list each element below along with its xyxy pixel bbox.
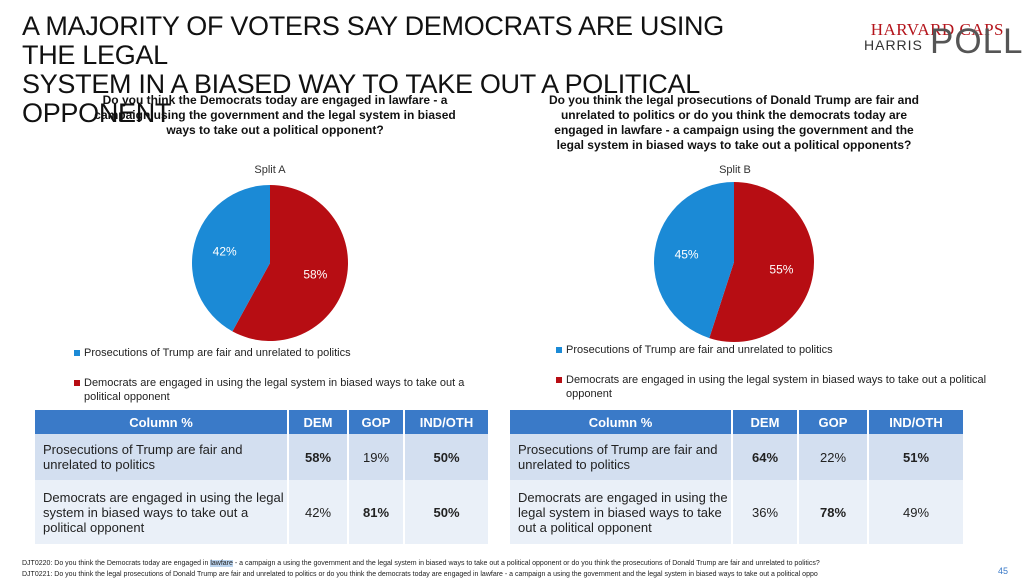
row-label: Prosecutions of Trump are fair and unrel… <box>510 434 733 480</box>
question-split-b: Do you think the legal prosecutions of D… <box>548 93 920 152</box>
table-row: Prosecutions of Trump are fair and unrel… <box>510 434 963 480</box>
legend-swatch-red <box>74 380 80 386</box>
header-column-pct: Column % <box>35 410 289 434</box>
footnote-djt0221: DJT0221: Do you think the legal prosecut… <box>22 571 818 578</box>
cell-ind-oth: 50% <box>404 480 488 544</box>
table-header-row: Column % DEM GOP IND/OTH <box>510 410 963 434</box>
legend-item-fair: Prosecutions of Trump are fair and unrel… <box>74 346 494 360</box>
cell-ind-oth: 49% <box>868 480 963 544</box>
cell-ind-oth: 50% <box>404 434 488 480</box>
header-dem: DEM <box>288 410 349 434</box>
legend-swatch-blue <box>74 350 80 356</box>
legend-item-biased: Democrats are engaged in using the legal… <box>556 373 996 401</box>
header-column-pct: Column % <box>510 410 733 434</box>
pie-label-biased: 58% <box>303 268 327 282</box>
page-title: A MAJORITY OF VOTERS SAY DEMOCRATS ARE U… <box>22 12 742 128</box>
pie-slice-biased <box>232 185 348 341</box>
row-label: Prosecutions of Trump are fair and unrel… <box>35 434 289 480</box>
footnote-text: DJT0220: Do you think the Democrats toda… <box>22 560 211 567</box>
cell-gop: 19% <box>348 434 405 480</box>
question-split-a: Do you think the Democrats today are eng… <box>94 93 456 137</box>
legend-item-biased: Democrats are engaged in using the legal… <box>74 376 494 404</box>
crosstab-table-split-b: Column % DEM GOP IND/OTH Prosecutions of… <box>510 410 963 544</box>
pie-label-fair: 42% <box>213 244 237 258</box>
header-dem: DEM <box>732 410 799 434</box>
cell-dem: 58% <box>288 434 349 480</box>
harvard-caps-harris-poll-logo: HARVARD CAPS HARRIS POLL <box>812 20 1023 60</box>
title-line-1: A MAJORITY OF VOTERS SAY DEMOCRATS ARE U… <box>22 11 724 70</box>
legend-swatch-blue <box>556 347 562 353</box>
pie-slice-fair <box>192 185 270 332</box>
split-b-label: Split B <box>719 164 751 176</box>
cell-gop: 81% <box>348 480 405 544</box>
header-gop: GOP <box>798 410 869 434</box>
header-ind-oth: IND/OTH <box>868 410 963 434</box>
pie-chart-split-a: 58% 42% <box>192 185 348 341</box>
legend-swatch-red <box>556 377 562 383</box>
legend-item-fair: Prosecutions of Trump are fair and unrel… <box>556 343 996 357</box>
title-line-2: SYSTEM IN A BIASED WAY TO TAKE OUT A POL… <box>22 69 699 128</box>
legend-label: Prosecutions of Trump are fair and unrel… <box>566 344 833 356</box>
legend-label: Democrats are engaged in using the legal… <box>84 377 465 403</box>
legend-split-b: Prosecutions of Trump are fair and unrel… <box>556 343 996 401</box>
pie-label-biased: 55% <box>769 263 793 277</box>
cell-gop: 78% <box>798 480 869 544</box>
table-row: Democrats are engaged in using the legal… <box>510 480 963 544</box>
logo-line-2: HARRIS <box>864 37 923 53</box>
pie-label-fair: 45% <box>675 247 699 261</box>
logo-line-1: HARVARD CAPS <box>870 20 1004 39</box>
footnote-text: - a campaign a using the government and … <box>232 560 820 567</box>
logo-line-3: POLL <box>930 22 1024 61</box>
table-row: Democrats are engaged in using the legal… <box>35 480 488 544</box>
cell-ind-oth: 51% <box>868 434 963 480</box>
legend-label: Prosecutions of Trump are fair and unrel… <box>84 347 351 359</box>
legend-label: Democrats are engaged in using the legal… <box>566 374 987 400</box>
row-label: Democrats are engaged in using the legal… <box>35 480 289 544</box>
cell-dem: 42% <box>288 480 349 544</box>
row-label: Democrats are engaged in using the legal… <box>510 480 733 544</box>
cell-dem: 64% <box>732 434 799 480</box>
header-ind-oth: IND/OTH <box>404 410 488 434</box>
footnote-highlight: lawfare <box>210 560 233 567</box>
crosstab-table-split-a: Column % DEM GOP IND/OTH Prosecutions of… <box>35 410 488 544</box>
pie-slice-fair <box>654 182 734 339</box>
footnote-djt0220: DJT0220: Do you think the Democrats toda… <box>22 560 820 567</box>
pie-slice-biased <box>709 182 814 342</box>
header-gop: GOP <box>348 410 405 434</box>
pie-chart-split-b: 55% 45% <box>654 182 814 342</box>
legend-split-a: Prosecutions of Trump are fair and unrel… <box>74 346 494 404</box>
table-header-row: Column % DEM GOP IND/OTH <box>35 410 488 434</box>
page-number: 45 <box>997 566 1008 576</box>
cell-gop: 22% <box>798 434 869 480</box>
split-a-label: Split A <box>254 164 286 176</box>
cell-dem: 36% <box>732 480 799 544</box>
table-row: Prosecutions of Trump are fair and unrel… <box>35 434 488 480</box>
